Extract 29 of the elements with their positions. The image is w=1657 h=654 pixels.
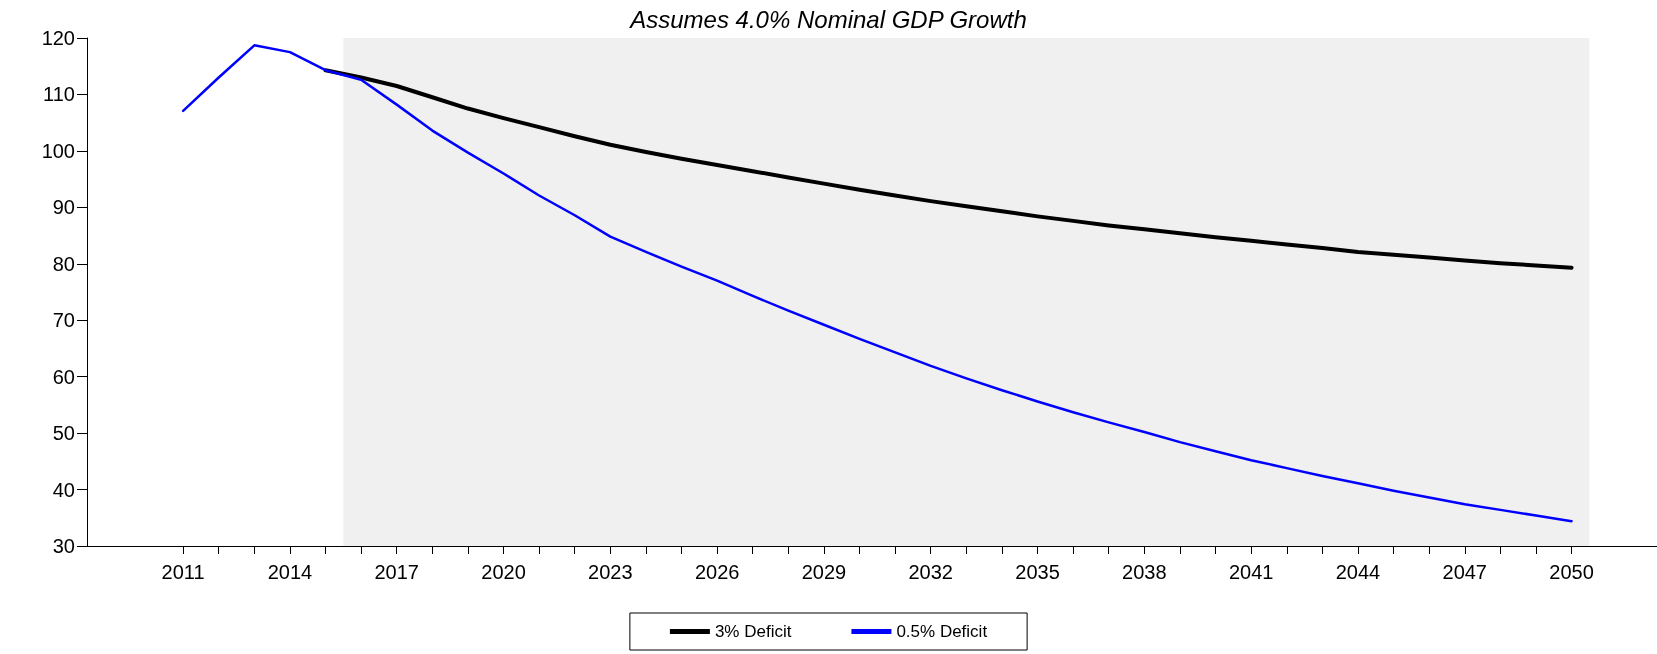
x-tick-label: 2035 <box>1015 561 1060 583</box>
legend-label: 0.5% Deficit <box>896 622 988 641</box>
x-tick-label: 2017 <box>374 561 419 583</box>
y-tick-label: 80 <box>52 252 75 275</box>
y-tick-label: 110 <box>43 83 75 106</box>
legend-label: 3% Deficit <box>714 622 792 641</box>
x-tick-label: 2047 <box>1442 561 1488 583</box>
x-tick-label: 2011 <box>161 561 205 583</box>
x-tick-label: 2032 <box>908 561 953 583</box>
y-tick-label: 70 <box>52 309 75 332</box>
y-tick-label: 50 <box>52 422 75 445</box>
x-tick-label: 2020 <box>481 561 526 583</box>
y-tick-label: 120 <box>41 27 75 49</box>
x-tick-label: 2014 <box>267 561 313 583</box>
line-series <box>323 68 1574 270</box>
x-tick-label: 2026 <box>694 561 740 583</box>
x-tick-label: 2041 <box>1228 561 1274 583</box>
y-tick-label: 30 <box>52 535 75 557</box>
y-tick-label: 90 <box>52 196 75 219</box>
y-tick-label: 60 <box>52 365 75 388</box>
x-tick-label: 2050 <box>1549 561 1594 583</box>
y-tick-label: 40 <box>52 478 75 501</box>
line-series <box>181 44 1573 523</box>
x-tick-label: 2044 <box>1335 561 1381 583</box>
x-tick-label: 2023 <box>588 561 633 583</box>
x-tick-label: 2029 <box>801 561 847 583</box>
y-tick-label: 100 <box>41 139 75 162</box>
chart-title: Assumes 4.0% Nominal GDP Growth <box>628 5 1027 33</box>
x-tick-label: 2038 <box>1122 561 1167 583</box>
